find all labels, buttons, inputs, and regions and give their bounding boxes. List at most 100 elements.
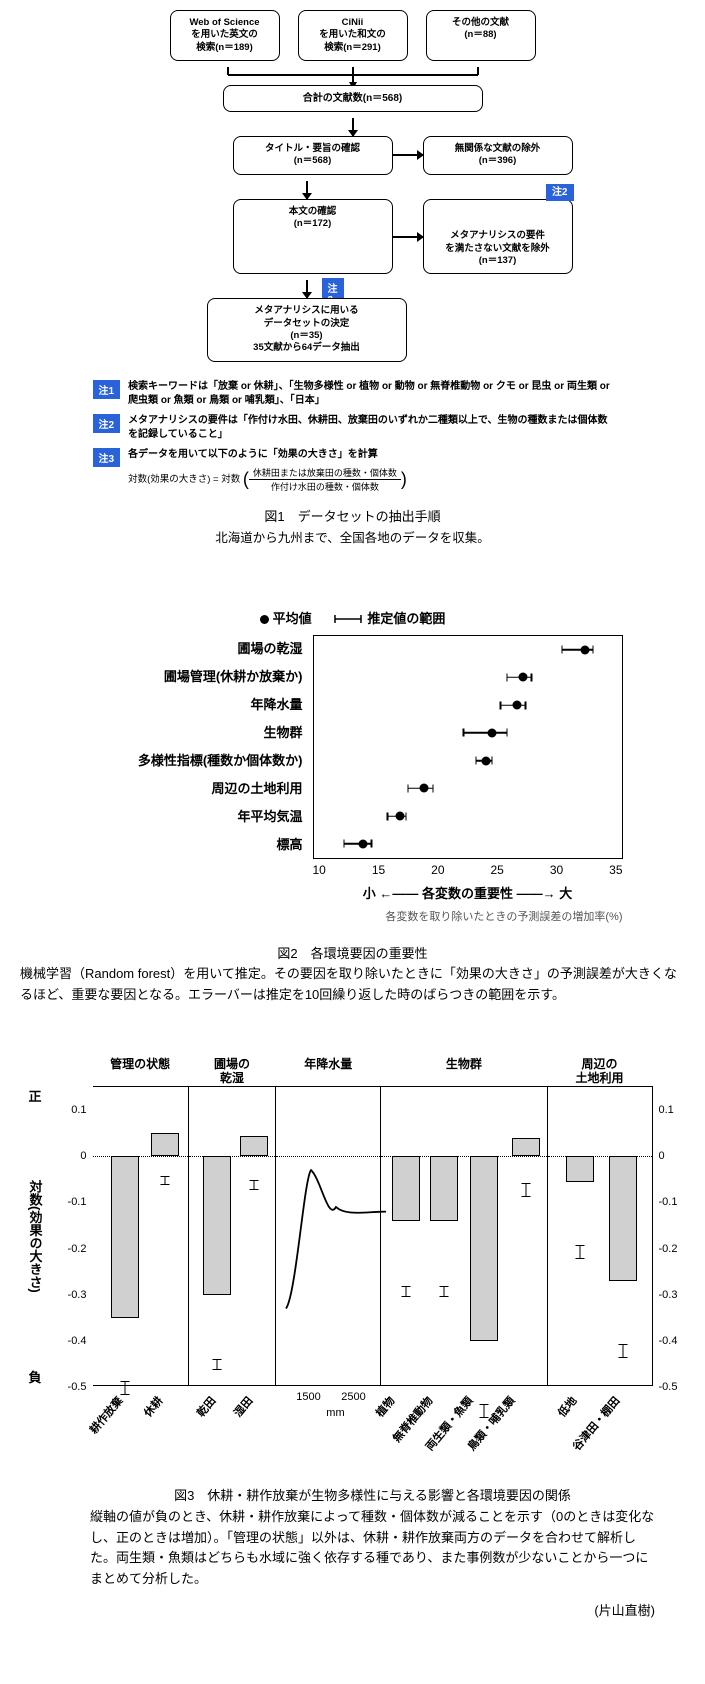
merge-connector [73, 67, 633, 85]
caption-title: 図1 データセットの抽出手順 [20, 507, 685, 528]
bar [203, 1156, 231, 1294]
fig2-ylabels: 圃場の乾湿圃場管理(休耕か放棄か)年降水量生物群多様性指標(種数か個体数か)周辺… [83, 635, 313, 859]
ytick: 0 [80, 1150, 86, 1162]
curve [276, 1087, 396, 1387]
errorbar [253, 1180, 254, 1189]
xlabels: 乾田湿田 [189, 1385, 276, 1465]
caption-body: 縦軸の値が負のとき、休耕・耕作放棄によって種数・個体数が減ることを示す（0のとき… [90, 1507, 655, 1590]
errorbar [622, 1344, 623, 1358]
arrow: 注3 [306, 280, 308, 298]
ytick: -0.4 [659, 1335, 678, 1347]
fig3-chart: 0.10-0.1-0.2-0.3-0.4-0.5 0.10-0.1-0.2-0.… [93, 1086, 653, 1386]
xlabel: 2500 [341, 1391, 365, 1403]
bar [240, 1136, 268, 1157]
xlabels: 耕作放棄休耕 [93, 1385, 188, 1465]
errorbar-icon [333, 612, 363, 627]
panel-title: 生物群 [381, 1057, 546, 1071]
errorbar [216, 1359, 217, 1370]
fig2-xtick: 20 [431, 863, 444, 877]
ytick: -0.5 [659, 1381, 678, 1393]
author: (片山直樹) [90, 1600, 655, 1619]
fig2-point [358, 839, 367, 848]
note-1: 注1 検索キーワードは「放棄 or 休耕」、「生物多様性 or 植物 or 動物… [93, 380, 613, 408]
fig2-xtick: 35 [609, 863, 622, 877]
xlabels: 植物無脊椎動物両生類・魚類鳥類・哺乳類 [381, 1385, 546, 1465]
note-3: 注3 各データを用いて以下のように「効果の大きさ」を計算 対数(効果の大きさ) … [93, 448, 613, 493]
bar [430, 1156, 458, 1221]
zero-line [189, 1156, 276, 1157]
flow-box-total: 合計の文献数(n＝568) [223, 85, 483, 112]
ytick: -0.4 [68, 1335, 87, 1347]
figure-3: 正 対数(効果の大きさ) 負 0.10-0.1-0.2-0.3-0.4-0.5 … [0, 1016, 705, 1629]
notes-block: 注1 検索キーワードは「放棄 or 休耕」、「生物多様性 or 植物 or 動物… [93, 380, 613, 493]
fig2-xtick: 25 [490, 863, 503, 877]
panel-title: 周辺の 土地利用 [548, 1057, 652, 1086]
fig2-ylabel: 年降水量 [83, 691, 313, 719]
ylabel-main: 対数(効果の大きさ) [26, 1180, 45, 1293]
arrow [393, 154, 423, 156]
fig2-point [395, 812, 404, 821]
ytick: -0.2 [68, 1243, 87, 1255]
caption-title: 図3 休耕・耕作放棄が生物多様性に与える影響と各環境要因の関係 [90, 1486, 655, 1507]
note-tag: 注3 [93, 448, 121, 467]
caption-title: 図2 各環境要因の重要性 [20, 944, 685, 965]
dot-icon [260, 615, 269, 624]
errorbar [579, 1245, 580, 1259]
xlabel: 湿田 [230, 1393, 256, 1420]
fig2-point [488, 728, 497, 737]
fig3-yaxis-left: 0.10-0.1-0.2-0.3-0.4-0.5 [55, 1087, 90, 1385]
flow-box-cinii: CiNii を用いた和文の 検索(n＝291) [298, 10, 408, 61]
ylabel-pos: 正 [28, 1086, 41, 1105]
ytick: -0.1 [68, 1196, 87, 1208]
formula: 対数(効果の大きさ) = 対数 (休耕田または放棄田の種数・個体数作付け水田の種… [128, 466, 407, 493]
fig2-plot-area [313, 635, 623, 859]
flow-box-exclude-meta: 注2 メタアナリシスの要件 を満たさない文献を除外 (n＝137) [423, 199, 573, 275]
caption-body: 機械学習（Random forest）を用いて推定。その要因を取り除いたときに「… [20, 964, 685, 1006]
ytick: 0.1 [71, 1104, 86, 1116]
zero-line [93, 1156, 188, 1157]
errorbar [164, 1176, 165, 1185]
bar [609, 1156, 637, 1281]
arrow [306, 181, 308, 199]
fig2-xtick: 15 [372, 863, 385, 877]
panel-title: 年降水量 [276, 1057, 380, 1071]
fig2-axis-label: 小 ←—— 各変数の重要性 ——→ 大 [313, 883, 623, 902]
fig3-panel: 周辺の 土地利用低地谷津田・棚田 [548, 1087, 653, 1385]
ytick: 0.1 [659, 1104, 674, 1116]
fig2-ylabel: 圃場管理(休耕か放棄か) [83, 663, 313, 691]
arrow [393, 236, 423, 238]
xlabel: 乾田 [193, 1393, 219, 1420]
flowchart: Web of Science を用いた英文の 検索(n＝189) CiNii を… [73, 10, 633, 493]
panel-title: 管理の状態 [93, 1057, 188, 1071]
errorbar [124, 1381, 125, 1395]
fig3-panel: 管理の状態耕作放棄休耕 [93, 1087, 189, 1385]
figure-2: 平均値 推定値の範囲 圃場の乾湿圃場管理(休耕か放棄か)年降水量生物群多様性指標… [0, 558, 705, 1016]
note-tag: 注2 [93, 414, 121, 433]
fig2-ylabel: 多様性指標(種数か個体数か) [83, 747, 313, 775]
xlabels: 15002500mm [276, 1385, 380, 1465]
bar [512, 1138, 540, 1156]
panel-title: 圃場の 乾湿 [189, 1057, 276, 1086]
errorbar [444, 1286, 445, 1297]
ylabel-neg: 負 [28, 1367, 41, 1386]
ytick: -0.2 [659, 1243, 678, 1255]
errorbar [484, 1404, 485, 1418]
caption-sub: 北海道から九州まで、全国各地のデータを収集。 [20, 528, 685, 548]
xlabel: 休耕 [140, 1393, 166, 1420]
note-tag: 注1 [93, 380, 121, 399]
xlabels: 低地谷津田・棚田 [548, 1385, 652, 1465]
ytick: -0.5 [68, 1381, 87, 1393]
flow-box-final: メタアナリシスに用いる データセットの決定 (n＝35) 35文献から64データ… [207, 298, 407, 361]
fig2-point [518, 673, 527, 682]
fig3-caption: 図3 休耕・耕作放棄が生物多様性に与える影響と各環境要因の関係 縦軸の値が負のと… [90, 1486, 655, 1590]
flow-box-exclude-unrelated: 無関係な文献の除外 (n＝396) [423, 136, 573, 175]
fig2-axis-note: 各変数を取り除いたときの予測誤差の増加率(%) [83, 908, 623, 924]
xlabel: 耕作放棄 [85, 1393, 126, 1437]
ytick: -0.3 [68, 1289, 87, 1301]
figure-1: Web of Science を用いた英文の 検索(n＝189) CiNii を… [0, 0, 705, 558]
flow-box-other: その他の文献 (n＝88) [426, 10, 536, 61]
fig2-point [512, 701, 521, 710]
fig3-yaxis-right: 0.10-0.1-0.2-0.3-0.4-0.5 [656, 1087, 691, 1385]
flow-box-fulltext: 本文の確認 (n＝172) [233, 199, 393, 275]
errorbar [406, 1286, 407, 1297]
